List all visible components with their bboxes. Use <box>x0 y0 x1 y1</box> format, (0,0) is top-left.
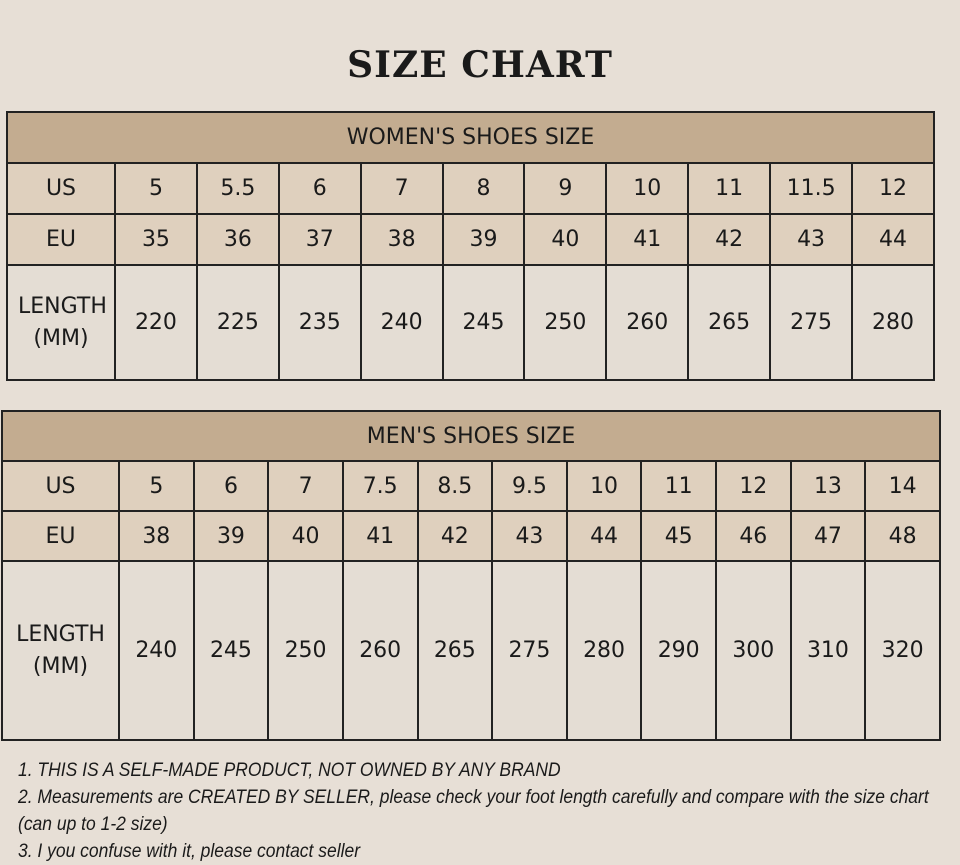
table-cell: 38 <box>359 213 444 266</box>
page-title: SIZE CHART <box>347 44 613 86</box>
table-cell: 47 <box>789 510 867 562</box>
table-cell: 12 <box>851 162 935 215</box>
table-cell: 40 <box>523 213 608 266</box>
table-cell: 280 <box>565 560 643 741</box>
table-cell: 7 <box>359 162 444 215</box>
notes: 1. THIS IS A SELF-MADE PRODUCT, NOT OWNE… <box>18 757 947 865</box>
table-cell: 7.5 <box>341 460 419 512</box>
men-size-table: MEN'S SHOES SIZE US 5 6 7 7.5 8.5 9.5 10 11 12 13 14… <box>1 410 941 741</box>
table-cell: 220 <box>114 264 198 381</box>
table-cell: 275 <box>769 264 854 381</box>
table-cell: 310 <box>789 560 867 741</box>
women-size-table: WOMEN'S SHOES SIZE US 5 5.5 6 7 8 9 10 11 11.5 12 EU… <box>6 111 935 381</box>
table-cell: 44 <box>851 213 935 266</box>
table-row: US 5 6 7 7.5 8.5 9.5 10 11 12 13 14 <box>1 460 941 512</box>
row-label: LENGTH (MM) <box>6 264 116 381</box>
table-cell: 245 <box>192 560 270 741</box>
table-cell: 48 <box>864 510 941 562</box>
row-label: US <box>1 460 120 512</box>
table-cell: 10 <box>565 460 643 512</box>
table-cell: 6 <box>192 460 270 512</box>
table-cell: 280 <box>851 264 935 381</box>
table-cell: 14 <box>864 460 941 512</box>
table-row: EU 35 36 37 38 39 40 41 42 43 44 <box>6 213 935 266</box>
table-cell: 265 <box>687 264 772 381</box>
table-cell: 35 <box>114 213 198 266</box>
table-cell: 290 <box>640 560 717 741</box>
table-cell: 43 <box>769 213 854 266</box>
table-cell: 39 <box>192 510 270 562</box>
row-label: EU <box>6 213 116 266</box>
table-cell: 320 <box>864 560 941 741</box>
table-cell: 38 <box>118 510 195 562</box>
table-cell: 240 <box>359 264 444 381</box>
table-cell: 11.5 <box>769 162 854 215</box>
table-cell: 250 <box>267 560 344 741</box>
note-2: 2. Measurements are CREATED BY SELLER, p… <box>18 787 929 835</box>
table-cell: 265 <box>416 560 494 741</box>
women-table-header: WOMEN'S SHOES SIZE <box>6 111 935 164</box>
table-cell: 235 <box>277 264 362 381</box>
table-row: EU 38 39 40 41 42 43 44 45 46 47 48 <box>1 510 941 562</box>
table-cell: 260 <box>605 264 690 381</box>
table-cell: 46 <box>715 510 792 562</box>
table-cell: 11 <box>640 460 717 512</box>
table-cell: 240 <box>118 560 195 741</box>
table-cell: 42 <box>416 510 494 562</box>
table-cell: 39 <box>441 213 526 266</box>
table-cell: 43 <box>491 510 568 562</box>
note-1: 1. THIS IS A SELF-MADE PRODUCT, NOT OWNE… <box>18 760 561 781</box>
table-row: LENGTH (MM) 240 245 250 260 265 275 280 290 300 31… <box>1 560 941 741</box>
table-cell: 260 <box>341 560 419 741</box>
table-cell: 300 <box>715 560 792 741</box>
table-row: LENGTH (MM) 220 225 235 240 245 250 260 265 275 28… <box>6 264 935 381</box>
table-cell: 225 <box>195 264 280 381</box>
note-3: 3. I you confuse with it, please contact… <box>18 841 361 862</box>
row-label: LENGTH (MM) <box>1 560 120 741</box>
table-cell: 10 <box>605 162 690 215</box>
table-cell: 250 <box>523 264 608 381</box>
table-cell: 11 <box>687 162 772 215</box>
table-cell: 8 <box>441 162 526 215</box>
table-cell: 245 <box>441 264 526 381</box>
table-cell: 5.5 <box>195 162 280 215</box>
table-cell: 13 <box>789 460 867 512</box>
table-cell: 9 <box>523 162 608 215</box>
table-cell: 40 <box>267 510 344 562</box>
table-row: US 5 5.5 6 7 8 9 10 11 11.5 12 <box>6 162 935 215</box>
table-cell: 41 <box>341 510 419 562</box>
table-cell: 37 <box>277 213 362 266</box>
table-cell: 9.5 <box>491 460 568 512</box>
table-cell: 12 <box>715 460 792 512</box>
table-cell: 45 <box>640 510 717 562</box>
table-cell: 5 <box>114 162 198 215</box>
row-label: EU <box>1 510 120 562</box>
row-label: US <box>6 162 116 215</box>
table-cell: 7 <box>267 460 344 512</box>
table-cell: 5 <box>118 460 195 512</box>
table-cell: 6 <box>277 162 362 215</box>
men-table-header: MEN'S SHOES SIZE <box>1 410 941 462</box>
table-cell: 275 <box>491 560 568 741</box>
table-cell: 36 <box>195 213 280 266</box>
table-cell: 42 <box>687 213 772 266</box>
table-cell: 8.5 <box>416 460 494 512</box>
table-cell: 41 <box>605 213 690 266</box>
table-cell: 44 <box>565 510 643 562</box>
